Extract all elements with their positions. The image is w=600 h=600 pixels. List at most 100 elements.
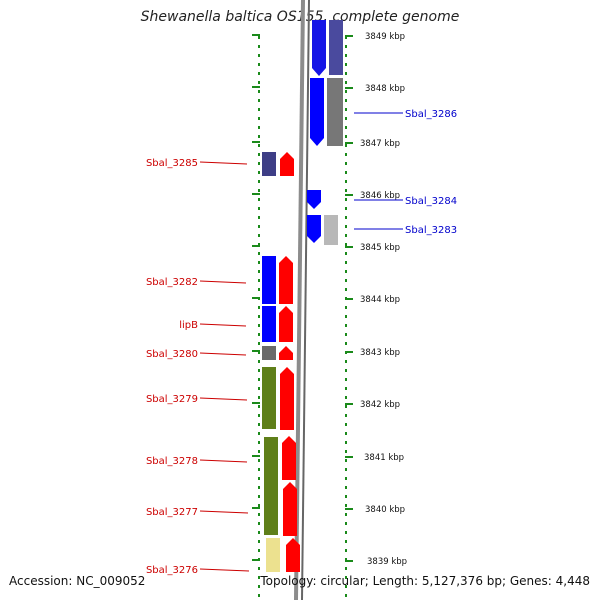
ruler-major-tick bbox=[345, 194, 353, 196]
kbp-label: 3846 kbp bbox=[360, 191, 400, 201]
gene-label: Sbal_3278 bbox=[146, 456, 198, 467]
ruler-major-tick bbox=[345, 298, 353, 300]
genome-title: Shewanella baltica OS155, complete genom… bbox=[140, 9, 460, 25]
ruler-dash bbox=[258, 126, 260, 129]
accession-label: Accession: NC_009052 bbox=[9, 574, 146, 588]
ruler-dash bbox=[345, 468, 347, 471]
ruler-dash bbox=[345, 45, 347, 48]
gene-label: Sbal_3284 bbox=[405, 196, 457, 207]
leader-line bbox=[199, 323, 247, 327]
gene-label: Sbal_3285 bbox=[146, 158, 198, 169]
leader-line bbox=[199, 161, 248, 165]
ruler-dash bbox=[258, 396, 260, 399]
ruler-dash bbox=[258, 90, 260, 93]
gene-arrow-forward bbox=[283, 482, 297, 536]
gene-block bbox=[262, 346, 276, 360]
ruler-dash bbox=[345, 288, 347, 291]
ruler-major-tick bbox=[345, 560, 353, 562]
ruler-dash bbox=[345, 387, 347, 390]
ruler-dash bbox=[345, 576, 347, 579]
ruler-dash bbox=[345, 333, 347, 336]
leader-line bbox=[199, 459, 248, 463]
ruler-major-tick bbox=[252, 141, 260, 143]
right-ruler bbox=[345, 36, 347, 597]
ruler-dash bbox=[345, 99, 347, 102]
ruler-dash bbox=[258, 513, 260, 516]
gene-block bbox=[310, 78, 324, 138]
ruler-major-tick bbox=[345, 35, 353, 37]
ruler-major-tick bbox=[252, 245, 260, 247]
ruler-dash bbox=[345, 72, 347, 75]
ruler-major-tick bbox=[345, 456, 353, 458]
gene-block bbox=[327, 78, 343, 146]
kbp-label: 3845 kbp bbox=[360, 243, 400, 253]
ruler-dash bbox=[258, 216, 260, 219]
kbp-label: 3843 kbp bbox=[360, 348, 400, 358]
kbp-label: 3844 kbp bbox=[360, 295, 400, 305]
ruler-dash bbox=[258, 135, 260, 138]
kbp-label: 3840 kbp bbox=[365, 505, 405, 515]
ruler-dash bbox=[345, 171, 347, 174]
ruler-dash bbox=[258, 522, 260, 525]
ruler-dash bbox=[345, 117, 347, 120]
backbone-line bbox=[301, 0, 310, 600]
ruler-dash bbox=[345, 252, 347, 255]
ruler-dash bbox=[345, 90, 347, 93]
leader-line bbox=[199, 510, 249, 514]
gene-label: Sbal_3279 bbox=[146, 394, 198, 405]
ruler-dash bbox=[258, 45, 260, 48]
gene-arrow-forward bbox=[282, 436, 296, 480]
ruler-dash bbox=[345, 63, 347, 66]
ruler-dash bbox=[258, 162, 260, 165]
ruler-dash bbox=[258, 594, 260, 597]
kbp-label: 3849 kbp bbox=[365, 32, 405, 42]
ruler-dash bbox=[345, 144, 347, 147]
ruler-dash bbox=[258, 63, 260, 66]
ruler-dash bbox=[258, 234, 260, 237]
ruler-dash bbox=[345, 198, 347, 201]
ruler-dash bbox=[258, 369, 260, 372]
ruler-dash bbox=[345, 378, 347, 381]
ruler-dash bbox=[258, 54, 260, 57]
ruler-dash bbox=[345, 279, 347, 282]
ruler-major-tick bbox=[345, 246, 353, 248]
ruler-dash bbox=[345, 153, 347, 156]
kbp-label: 3847 kbp bbox=[360, 139, 400, 149]
ruler-dash bbox=[258, 477, 260, 480]
ruler-major-tick bbox=[345, 87, 353, 89]
ruler-major-tick bbox=[252, 559, 260, 561]
ruler-dash bbox=[258, 342, 260, 345]
ruler-dash bbox=[345, 567, 347, 570]
ruler-dash bbox=[345, 558, 347, 561]
ruler-dash bbox=[258, 432, 260, 435]
ruler-dash bbox=[345, 540, 347, 543]
gene-arrow-forward bbox=[279, 306, 293, 342]
ruler-dash bbox=[258, 549, 260, 552]
ruler-dash bbox=[345, 522, 347, 525]
ruler-dash bbox=[258, 495, 260, 498]
gene-arrow-forward bbox=[279, 256, 293, 304]
leader-line bbox=[199, 568, 250, 572]
ruler-dash bbox=[345, 135, 347, 138]
ruler-dash bbox=[345, 360, 347, 363]
ruler-dash bbox=[258, 252, 260, 255]
ruler-dash bbox=[345, 207, 347, 210]
ruler-dash bbox=[345, 369, 347, 372]
ruler-dash bbox=[258, 378, 260, 381]
ruler-dash bbox=[258, 72, 260, 75]
kbp-label: 3841 kbp bbox=[364, 453, 404, 463]
ruler-dash bbox=[258, 315, 260, 318]
gene-label: Sbal_3282 bbox=[146, 277, 198, 288]
gene-label: Sbal_3286 bbox=[405, 109, 457, 120]
ruler-dash bbox=[345, 180, 347, 183]
ruler-dash bbox=[345, 36, 347, 39]
ruler-major-tick bbox=[252, 455, 260, 457]
gene-block bbox=[266, 538, 280, 572]
ruler-dash bbox=[258, 198, 260, 201]
ruler-dash bbox=[258, 540, 260, 543]
gene-arrow-forward bbox=[286, 538, 300, 572]
kbp-label: 3839 kbp bbox=[367, 557, 407, 567]
ruler-dash bbox=[258, 36, 260, 39]
ruler-dash bbox=[345, 594, 347, 597]
